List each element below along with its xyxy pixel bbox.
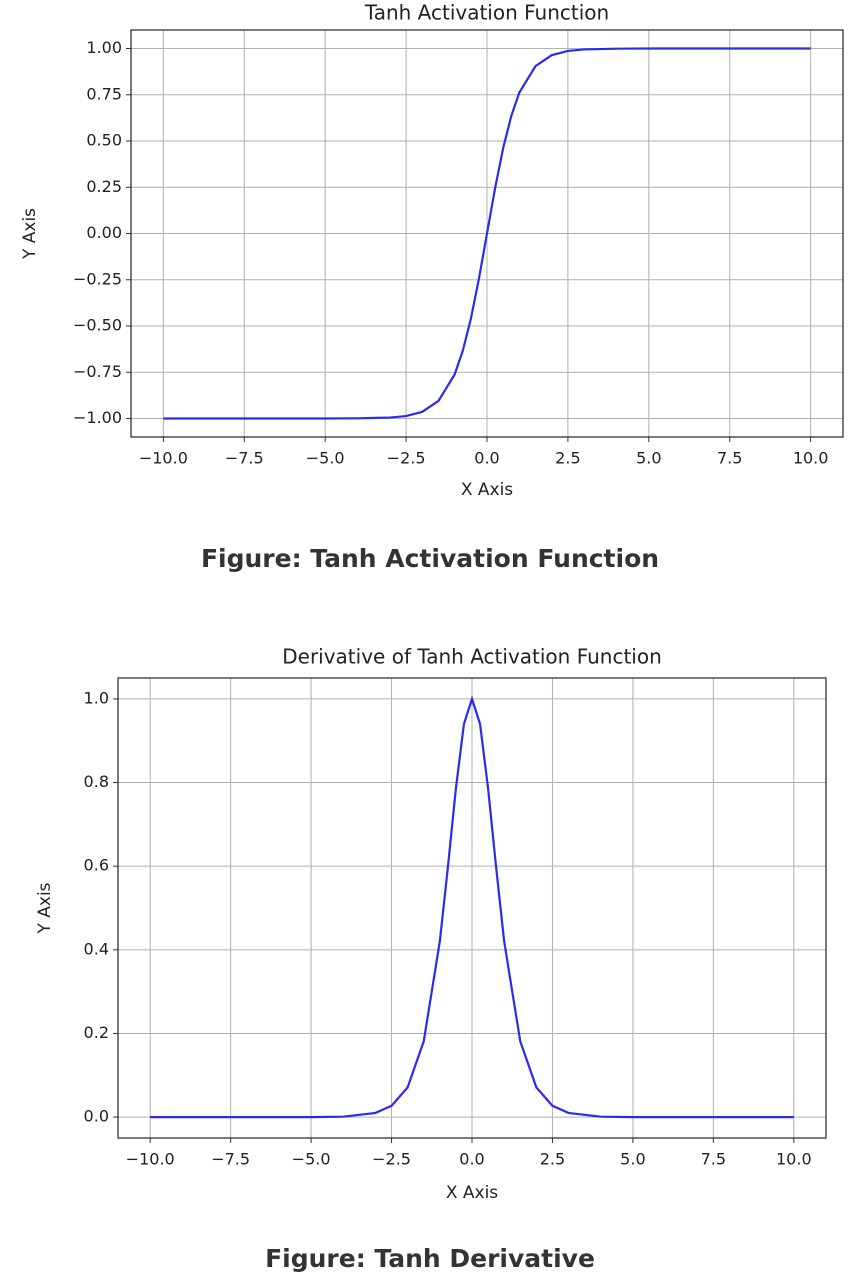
x-tick-label: 5.0 [620,1150,645,1169]
line-series [150,695,794,1119]
figure-caption: Figure: Tanh Derivative [265,1244,595,1273]
x-tick-label: 7.5 [717,449,742,468]
y-axis-label: Y Axis [35,882,55,934]
x-tick-label: 0.0 [459,1150,484,1169]
y-tick-label: −0.75 [73,362,122,381]
x-tick-label: 10.0 [776,1150,812,1169]
x-axis-label: X Axis [461,480,513,500]
x-tick-label: −7.5 [225,449,264,468]
x-tick-label: 2.5 [540,1150,565,1169]
x-tick-label: 7.5 [701,1150,726,1169]
y-tick-label: 0.25 [86,177,122,196]
x-tick-label: 0.0 [474,449,499,468]
x-tick-label: −2.5 [387,449,426,468]
y-tick-label: 0.8 [84,772,109,791]
y-tick-label: 1.0 [84,688,109,707]
y-tick-label: 1.00 [86,38,122,57]
y-tick-label: −0.25 [73,269,122,288]
x-tick-label: 2.5 [555,449,580,468]
y-tick-label: 0.2 [84,1023,109,1042]
y-tick-label: −1.00 [73,408,122,427]
y-axis-label: Y Axis [20,208,40,260]
x-tick-label: −5.0 [292,1150,331,1169]
x-tick-label: −7.5 [211,1150,250,1169]
x-tick-label: −2.5 [372,1150,411,1169]
y-tick-label: 0.00 [86,223,122,242]
y-tick-label: 0.4 [84,939,109,958]
y-tick-label: 0.0 [84,1107,109,1126]
x-tick-label: −10.0 [126,1150,175,1169]
y-tick-label: −0.50 [73,316,122,335]
x-tick-label: −5.0 [306,449,345,468]
x-tick-label: 10.0 [793,449,829,468]
chart-title: Derivative of Tanh Activation Function [282,645,662,669]
y-tick-label: 0.75 [86,84,122,103]
plot-frame [130,29,844,438]
line-series [163,47,811,420]
figure-caption: Figure: Tanh Activation Function [201,544,659,573]
x-tick-label: 5.0 [636,449,661,468]
chart-title: Tanh Activation Function [364,1,609,25]
y-tick-label: 0.6 [84,856,109,875]
x-tick-label: −10.0 [139,449,188,468]
plot-frame [117,677,827,1139]
x-axis-label: X Axis [446,1183,498,1203]
y-tick-label: 0.50 [86,131,122,150]
